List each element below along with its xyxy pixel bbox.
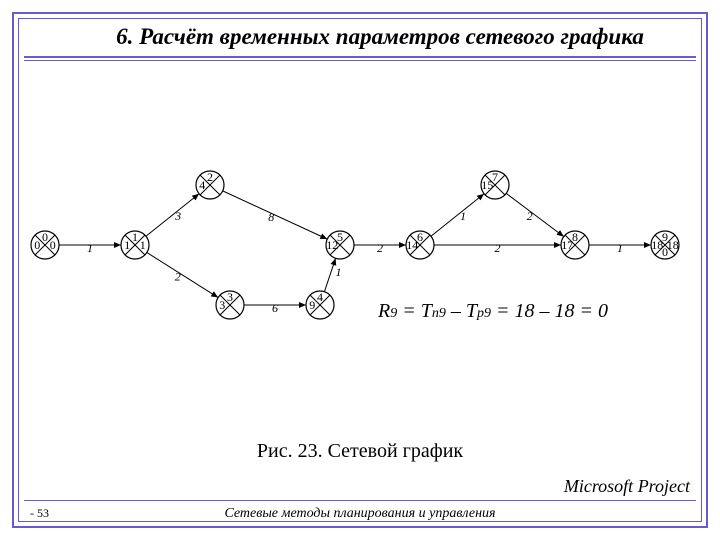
network-node-5: 512 [326, 230, 354, 259]
svg-text:14: 14 [406, 238, 418, 252]
svg-text:8: 8 [268, 210, 274, 224]
svg-text:15: 15 [481, 178, 493, 192]
svg-text:3: 3 [219, 298, 225, 312]
svg-text:1: 1 [132, 230, 138, 244]
svg-text:3: 3 [174, 209, 181, 223]
formula: R9 = Tп9 – Tр9 = 18 – 18 = 0 [378, 300, 608, 323]
svg-text:17: 17 [561, 238, 573, 252]
network-node-8: 817 [561, 230, 589, 259]
svg-text:1: 1 [140, 238, 146, 252]
svg-text:2: 2 [175, 270, 181, 284]
network-node-4: 49 [306, 290, 334, 319]
svg-text:18: 18 [667, 238, 679, 252]
footer-title: Сетевые методы планирования и управления [0, 506, 720, 522]
title-divider-thin [24, 60, 696, 61]
svg-text:2: 2 [207, 170, 213, 184]
network-node-6: 614 [406, 230, 434, 259]
svg-text:6: 6 [272, 301, 278, 315]
svg-text:1: 1 [617, 241, 623, 255]
svg-text:2: 2 [495, 241, 501, 255]
page-title: 6. Расчёт временных параметров сетевого … [60, 24, 700, 50]
footer-brand: Microsoft Project [564, 476, 690, 497]
footer-divider [24, 500, 696, 501]
svg-text:1: 1 [460, 209, 466, 223]
svg-text:0: 0 [662, 245, 668, 259]
network-node-7: 715 [481, 170, 509, 199]
figure-caption: Рис. 23. Сетевой график [0, 440, 720, 463]
network-node-3: 33 [216, 290, 244, 319]
svg-text:0: 0 [50, 238, 56, 252]
svg-text:2: 2 [377, 241, 383, 255]
svg-text:0: 0 [34, 238, 40, 252]
network-node-0: 000 [31, 230, 59, 259]
svg-text:1: 1 [124, 238, 130, 252]
network-node-2: 24 [196, 170, 224, 199]
svg-text:1: 1 [336, 265, 342, 279]
title-divider [24, 56, 696, 58]
svg-text:9: 9 [309, 298, 315, 312]
svg-text:4: 4 [199, 178, 205, 192]
network-node-1: 111 [121, 230, 149, 259]
svg-text:12: 12 [326, 238, 338, 252]
svg-text:0: 0 [42, 230, 48, 244]
svg-text:3: 3 [227, 290, 233, 304]
svg-text:4: 4 [317, 290, 323, 304]
network-node-9: 918180 [651, 230, 679, 259]
svg-text:1: 1 [87, 241, 93, 255]
svg-text:2: 2 [527, 209, 533, 223]
